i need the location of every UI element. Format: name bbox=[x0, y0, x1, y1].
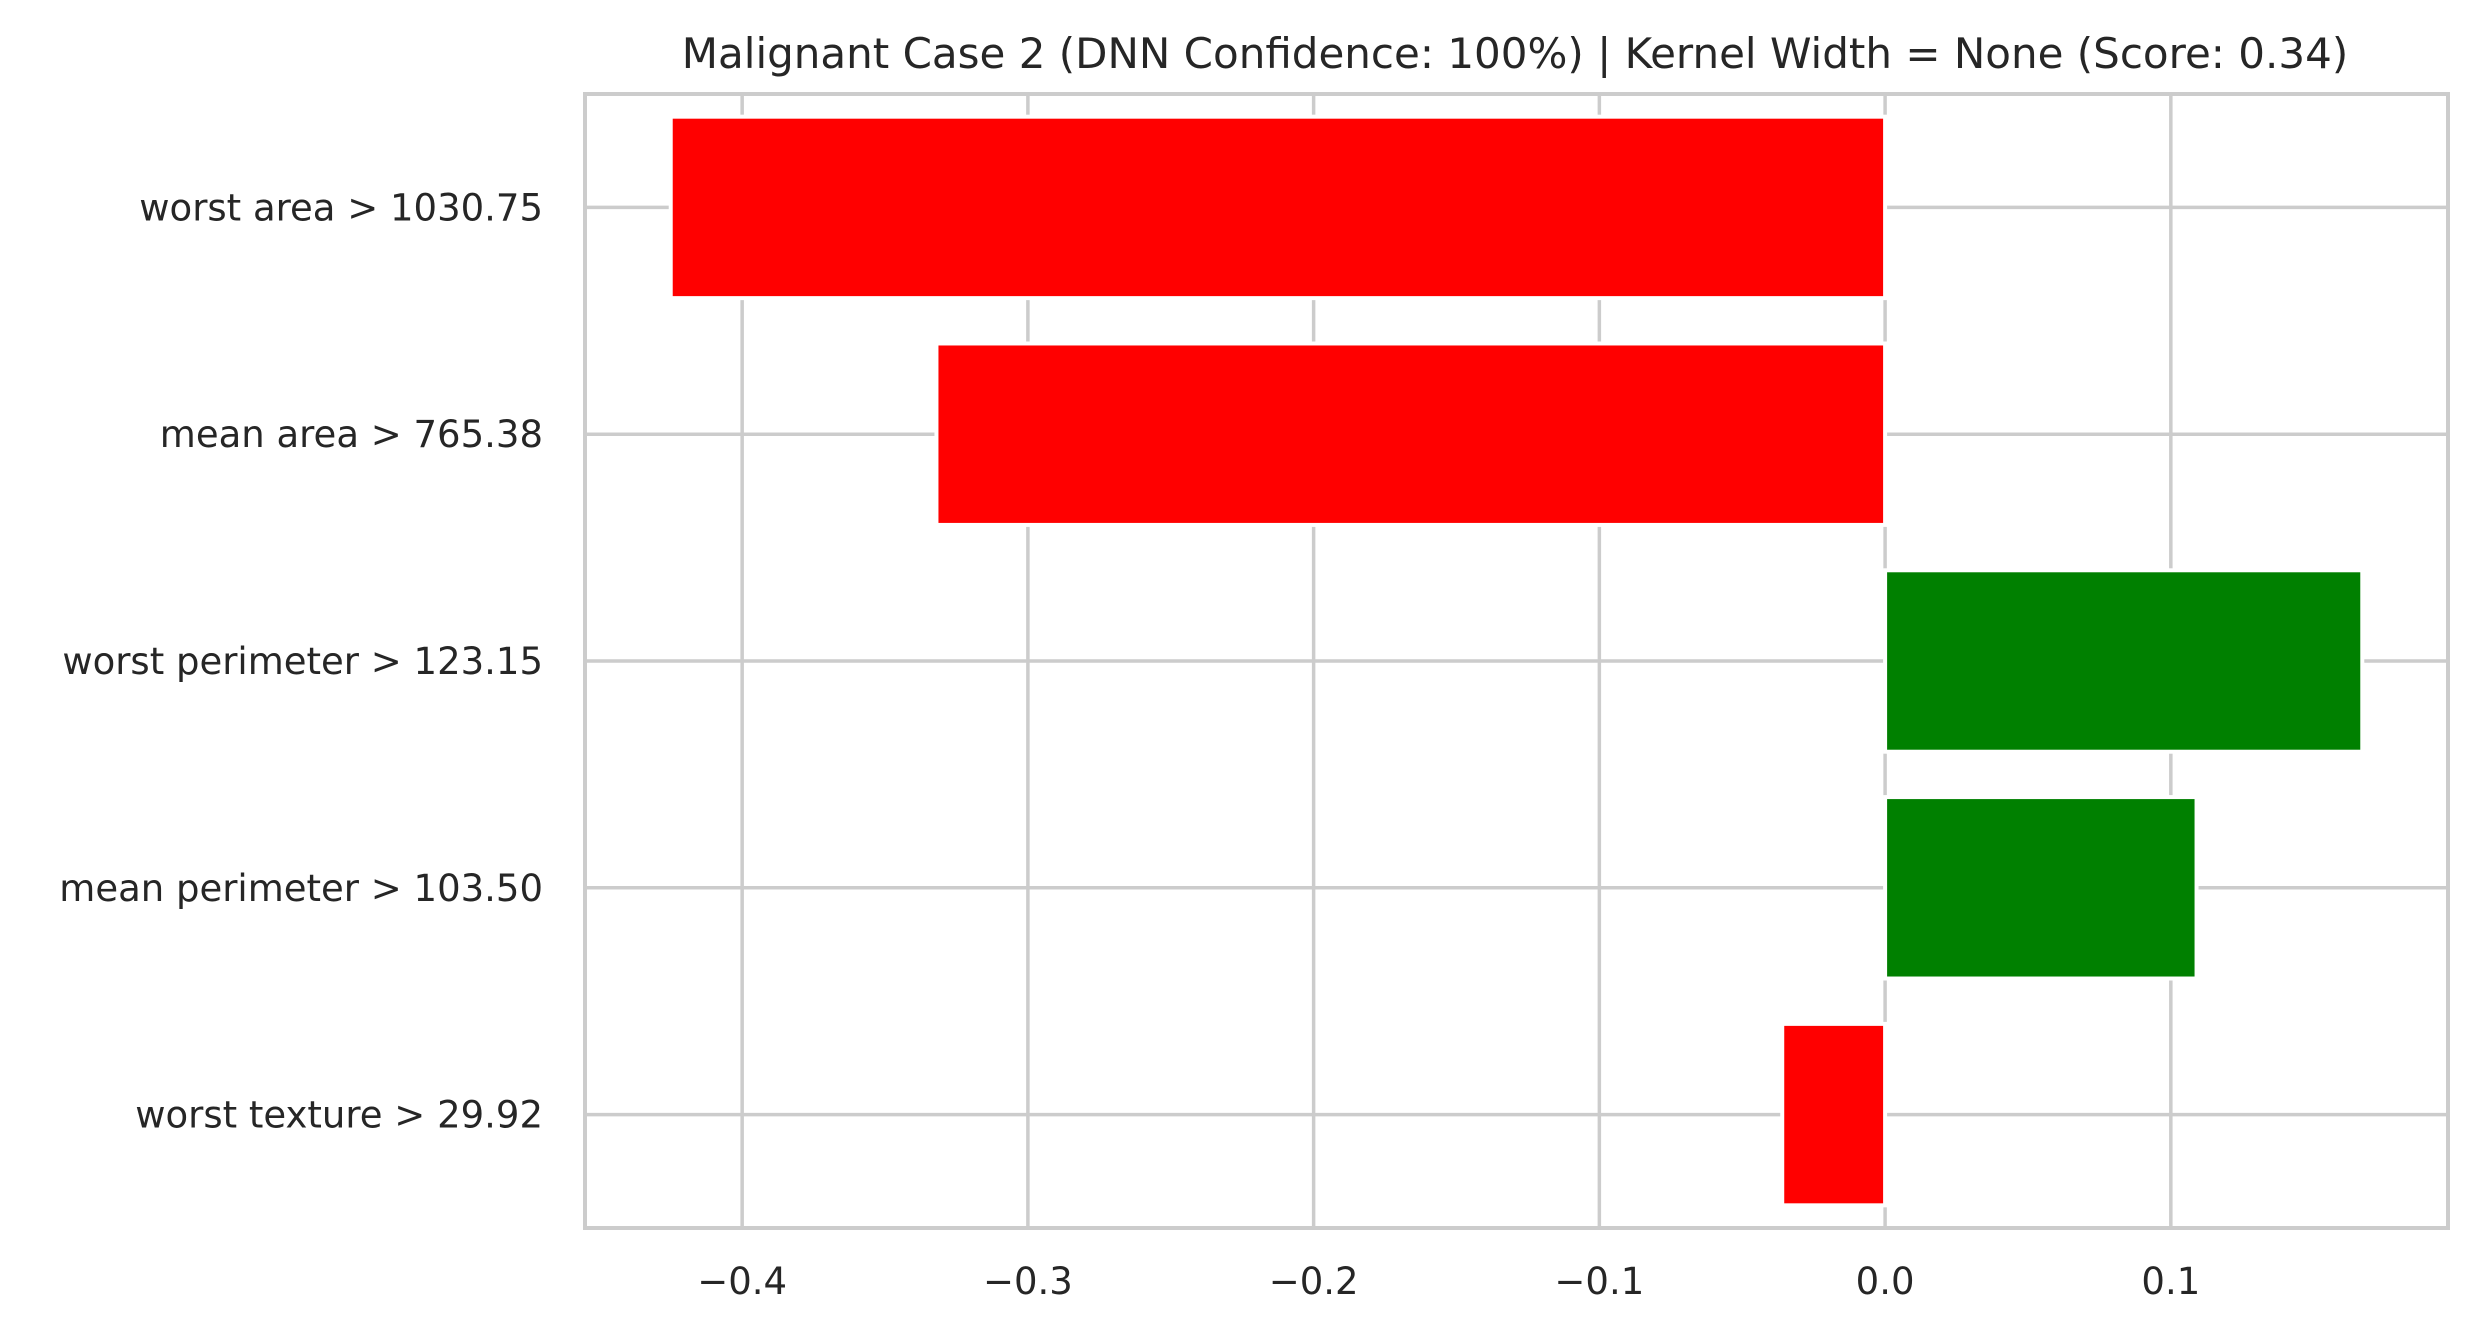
x-tick-label: −0.2 bbox=[1269, 1260, 1359, 1303]
bar bbox=[1780, 1021, 1888, 1208]
chart-title: Malignant Case 2 (DNN Confidence: 100%) … bbox=[682, 29, 2348, 78]
y-tick-label: worst area > 1030.75 bbox=[139, 186, 543, 229]
bars bbox=[668, 114, 2365, 1208]
plot-frame bbox=[583, 92, 2450, 1230]
y-tick-label: mean area > 765.38 bbox=[160, 413, 543, 456]
y-tick-label: worst perimeter > 123.15 bbox=[62, 640, 543, 683]
bar bbox=[934, 341, 1888, 527]
x-tick-label: 0.1 bbox=[2141, 1260, 2200, 1303]
bar bbox=[668, 114, 1888, 301]
bar bbox=[1883, 568, 2365, 754]
x-tick-labels: −0.4 −0.3 −0.2 −0.1 0.0 0.1 bbox=[697, 1260, 2200, 1303]
x-tick-label: −0.4 bbox=[697, 1260, 787, 1303]
y-tick-labels: worst area > 1030.75 mean area > 765.38 wo… bbox=[59, 186, 543, 1136]
y-tick-label: mean perimeter > 103.50 bbox=[59, 867, 543, 910]
x-tick-label: −0.1 bbox=[1554, 1260, 1644, 1303]
x-tick-label: −0.3 bbox=[983, 1260, 1073, 1303]
bar bbox=[1883, 795, 2199, 981]
x-tick-label: 0.0 bbox=[1856, 1260, 1915, 1303]
y-tick-label: worst texture > 29.92 bbox=[135, 1094, 543, 1137]
